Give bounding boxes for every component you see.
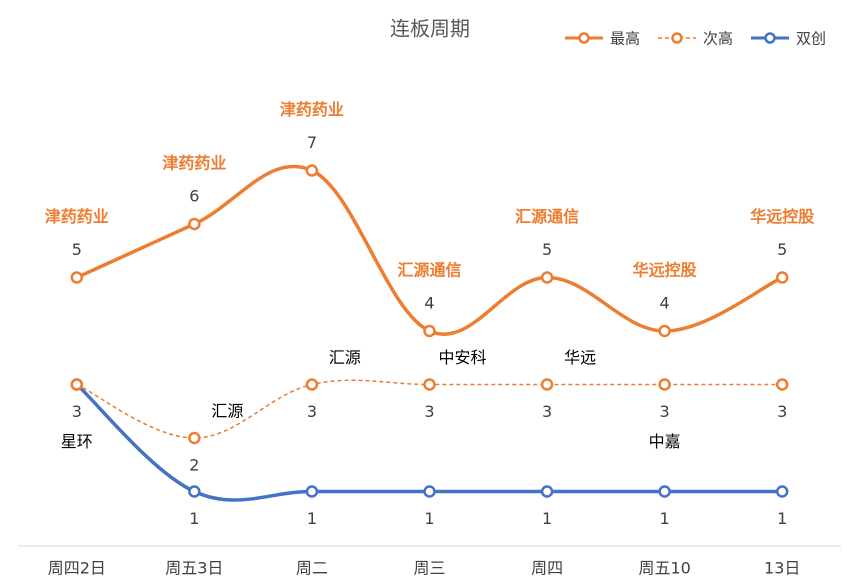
chart-title: 连板周期 <box>390 17 470 41</box>
point-label: 津药药业 <box>162 154 226 173</box>
x-tick-label: 周四2日 <box>48 559 106 578</box>
value-label: 1 <box>777 509 787 528</box>
point <box>423 485 436 498</box>
point-label: 星环 <box>61 432 93 451</box>
legend-marker <box>764 32 776 44</box>
point <box>70 378 84 391</box>
value-label: 7 <box>307 133 317 152</box>
point-label: 中安科 <box>438 348 486 367</box>
value-label: 3 <box>660 402 670 421</box>
point-label: 汇源 <box>211 402 243 421</box>
x-tick-label: 周五10 <box>638 559 690 578</box>
x-tick-label: 周五3日 <box>165 559 223 578</box>
value-label: 5 <box>72 240 82 259</box>
point <box>540 271 554 284</box>
point-label: 津药药业 <box>45 207 109 226</box>
value-label: 2 <box>189 456 199 475</box>
value-label: 3 <box>777 402 787 421</box>
value-label: 5 <box>777 240 787 259</box>
value-label: 6 <box>189 187 199 206</box>
value-label: 3 <box>72 402 82 421</box>
point-label: 华远 <box>564 348 596 367</box>
point <box>188 431 201 445</box>
legend-label: 双创 <box>796 30 826 48</box>
point <box>188 485 201 498</box>
point <box>658 324 671 338</box>
value-label: 3 <box>307 402 317 421</box>
point-label: 汇源 <box>329 348 361 367</box>
point <box>775 271 789 284</box>
value-label: 1 <box>307 509 317 528</box>
point <box>775 485 789 498</box>
point-label: 中嘉 <box>649 432 681 451</box>
point-label: 汇源通信 <box>397 261 461 280</box>
point-label: 华远控股 <box>750 207 815 226</box>
point <box>70 271 84 284</box>
point <box>423 324 436 338</box>
point <box>540 378 554 391</box>
x-tick-label: 周三 <box>413 559 445 578</box>
value-label: 1 <box>542 509 552 528</box>
legend-label: 次高 <box>703 30 733 48</box>
legend-marker <box>671 32 683 44</box>
point <box>658 378 671 391</box>
x-tick-label: 周四 <box>531 559 563 578</box>
point <box>305 485 319 498</box>
value-label: 1 <box>424 509 434 528</box>
value-label: 1 <box>660 509 670 528</box>
value-label: 1 <box>189 509 199 528</box>
x-tick-label: 周二 <box>296 559 328 578</box>
legend-marker <box>578 32 590 44</box>
point <box>658 485 671 498</box>
point <box>540 485 554 498</box>
point-label: 津药药业 <box>280 100 344 119</box>
point <box>188 217 201 231</box>
point <box>775 378 789 391</box>
value-label: 4 <box>424 294 434 313</box>
value-label: 3 <box>424 402 434 421</box>
value-label: 5 <box>542 240 552 259</box>
point-label: 汇源通信 <box>515 207 579 226</box>
point <box>423 378 436 391</box>
value-label: 3 <box>542 402 552 421</box>
x-tick-label: 13日 <box>764 559 800 578</box>
point-label: 华远控股 <box>633 261 698 280</box>
value-label: 4 <box>660 294 670 313</box>
point <box>305 164 319 177</box>
point <box>305 378 319 391</box>
legend-label: 最高 <box>610 30 640 48</box>
